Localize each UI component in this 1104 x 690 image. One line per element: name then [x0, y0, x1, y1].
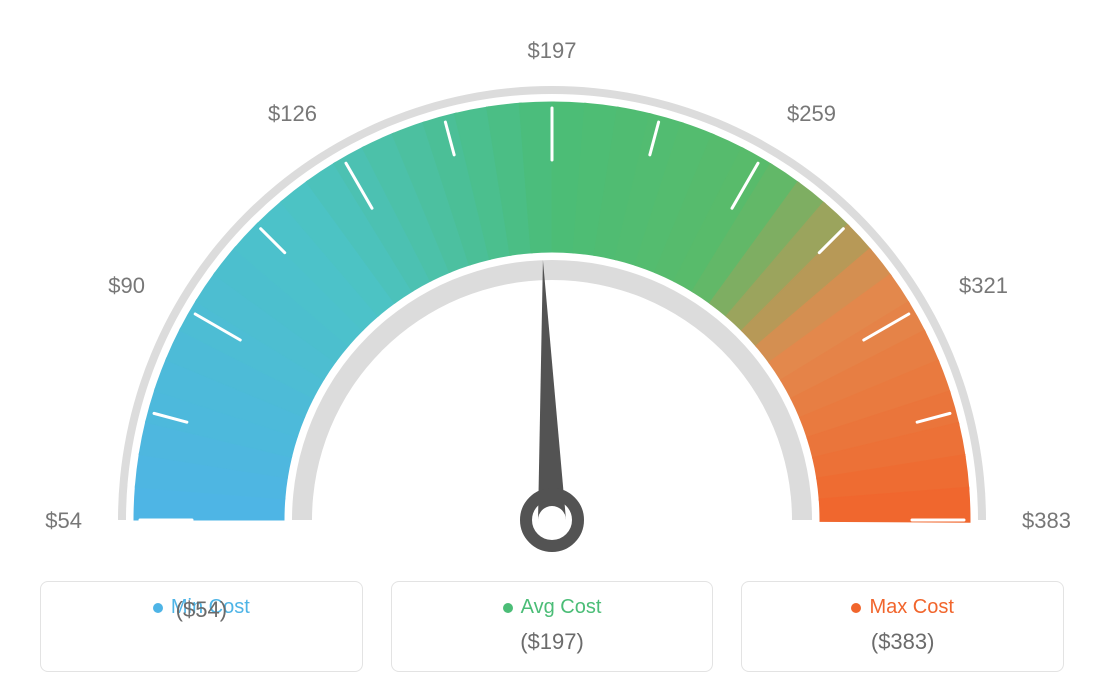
legend-value-avg: ($197) [402, 629, 703, 655]
tick-label: $259 [787, 101, 836, 126]
legend-value-min-real: ($54) [51, 597, 352, 623]
legend-title-max: Max Cost [851, 596, 953, 619]
tick-label: $126 [268, 101, 317, 126]
legend-card-max: Max Cost ($383) [741, 581, 1064, 672]
cost-gauge-chart: $54 $90 $126 $197 $259 $321 $383 Min Cost ($54… [0, 0, 1104, 690]
legend-label-avg: Avg Cost [521, 596, 602, 619]
legend-row: Min Cost ($54) Avg Cost ($197) Max Cost … [0, 581, 1104, 672]
legend-value-max: ($383) [752, 629, 1053, 655]
tick-label: $383 [1022, 508, 1071, 533]
tick-label: $90 [108, 273, 145, 298]
tick-label: $197 [528, 38, 577, 63]
legend-dot-max [851, 603, 861, 613]
needle-hub-hole [538, 506, 566, 534]
legend-card-avg: Avg Cost ($197) [391, 581, 714, 672]
gauge-svg: $54 $90 $126 $197 $259 $321 $383 [0, 0, 1104, 560]
tick-label: $54 [45, 508, 82, 533]
legend-label-max: Max Cost [869, 596, 953, 619]
legend-title-avg: Avg Cost [503, 596, 602, 619]
tick-label: $321 [959, 273, 1008, 298]
needle [538, 260, 566, 520]
legend-dot-avg [503, 603, 513, 613]
legend-dot-min [153, 603, 163, 613]
legend-card-min: Min Cost ($54) [40, 581, 363, 672]
